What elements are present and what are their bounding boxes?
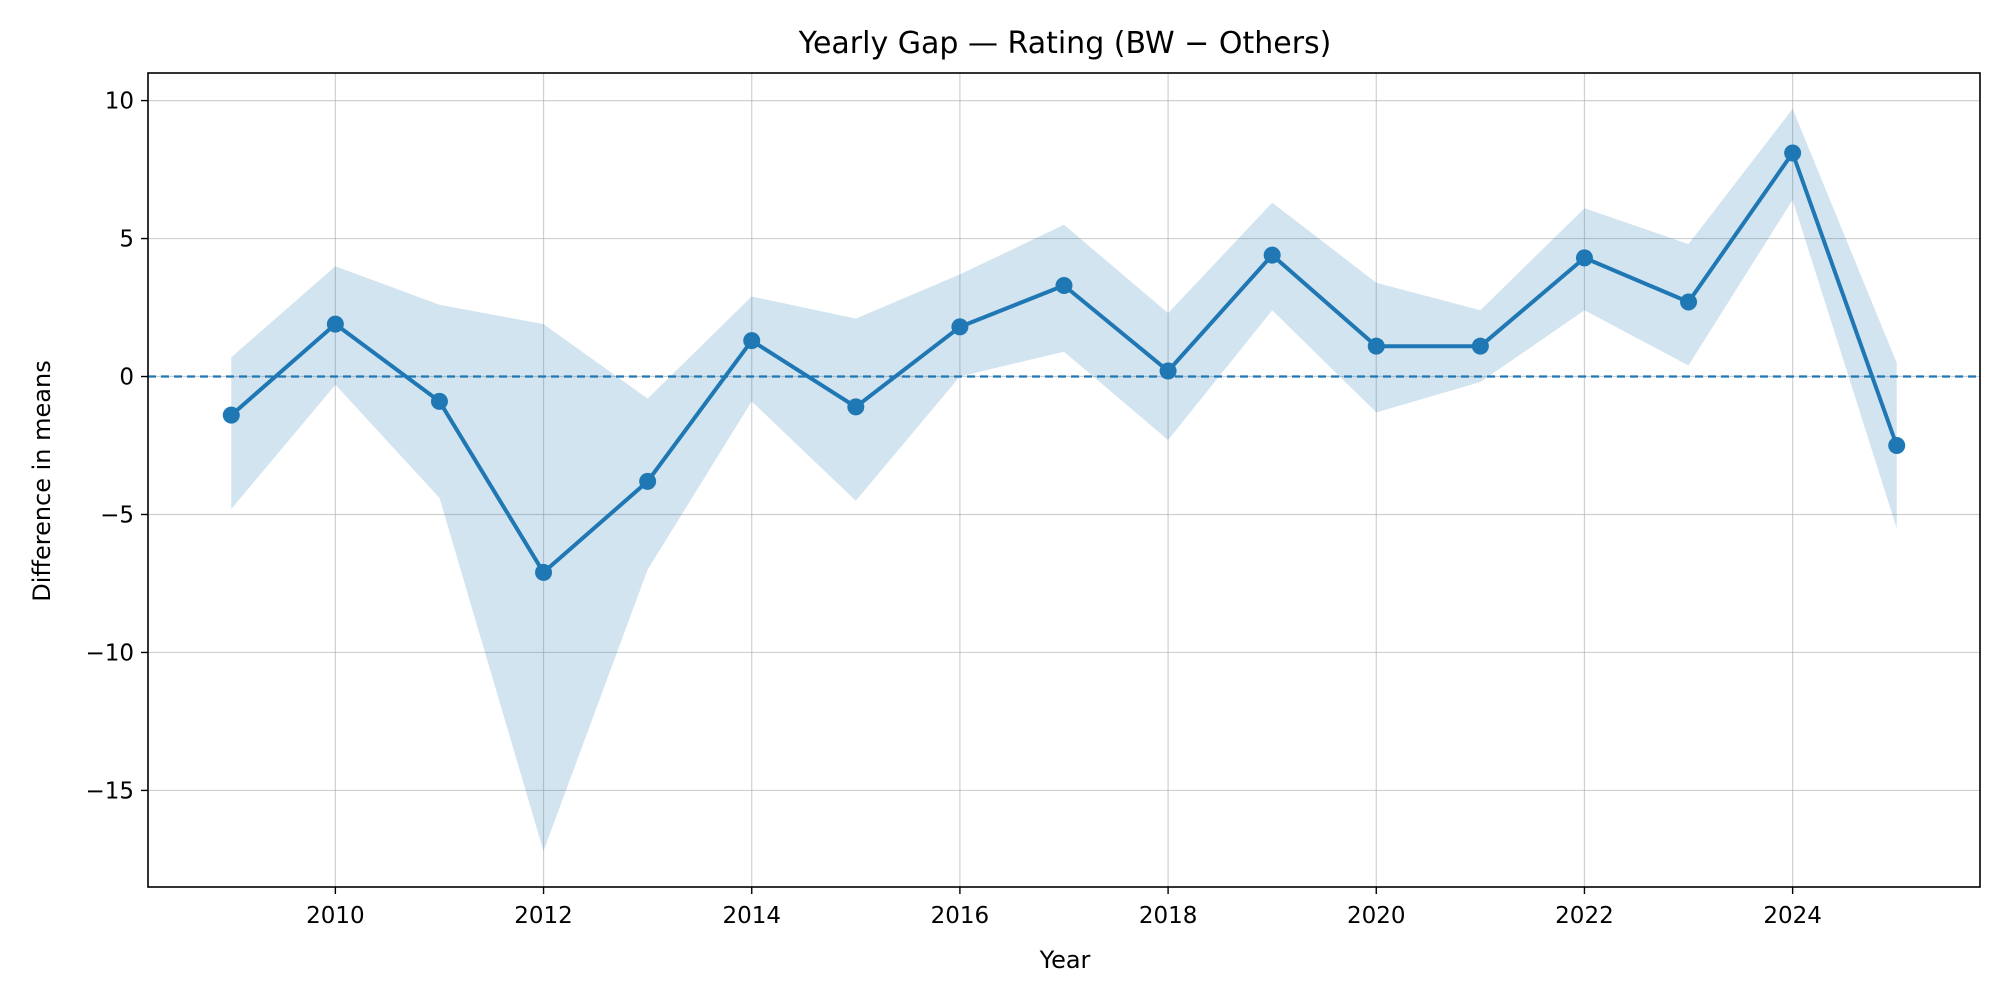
data-points xyxy=(222,144,1906,581)
data-point xyxy=(639,472,657,490)
y-tick-label: −5 xyxy=(100,502,134,528)
data-point xyxy=(326,315,344,333)
data-point xyxy=(847,398,865,416)
x-tick-label: 2012 xyxy=(514,903,573,929)
y-tick-label: 10 xyxy=(105,89,134,115)
data-point xyxy=(951,318,969,336)
data-point xyxy=(1888,437,1906,455)
y-tick-label: −10 xyxy=(85,640,134,666)
data-point xyxy=(1367,337,1385,355)
data-point xyxy=(1159,362,1177,380)
grid-lines xyxy=(148,73,1980,887)
data-point xyxy=(1471,337,1489,355)
plot-frame xyxy=(147,72,1981,888)
confidence-band xyxy=(231,108,1897,852)
data-point xyxy=(1055,276,1073,294)
data-point xyxy=(1784,144,1802,162)
y-tick-label: −15 xyxy=(85,778,134,804)
y-tick-label: 5 xyxy=(119,227,134,253)
x-tick-label: 2010 xyxy=(306,903,365,929)
x-tick-label: 2022 xyxy=(1555,903,1614,929)
x-tick-label: 2018 xyxy=(1139,903,1198,929)
x-tick-label: 2014 xyxy=(722,903,781,929)
x-tick-label: 2020 xyxy=(1347,903,1406,929)
data-point xyxy=(430,392,448,410)
chart-title: Yearly Gap — Rating (BW − Others) xyxy=(798,26,1332,61)
y-axis-label: Difference in means xyxy=(28,360,56,601)
x-tick-label: 2016 xyxy=(931,903,990,929)
data-point xyxy=(743,332,761,350)
data-point xyxy=(1680,293,1698,311)
data-point xyxy=(1263,246,1281,264)
data-point xyxy=(535,563,553,581)
data-point xyxy=(222,406,240,424)
x-axis-ticks: 2010 2012 2014 2016 2018 2020 2022 2024 xyxy=(306,887,1822,929)
x-axis-label: Year xyxy=(1039,946,1091,974)
y-tick-label: 0 xyxy=(119,365,134,391)
data-point xyxy=(1575,249,1593,267)
x-tick-label: 2024 xyxy=(1763,903,1822,929)
confidence-band-area xyxy=(231,108,1897,852)
y-axis-ticks: 10 5 0 −5 −10 −15 xyxy=(85,89,148,804)
